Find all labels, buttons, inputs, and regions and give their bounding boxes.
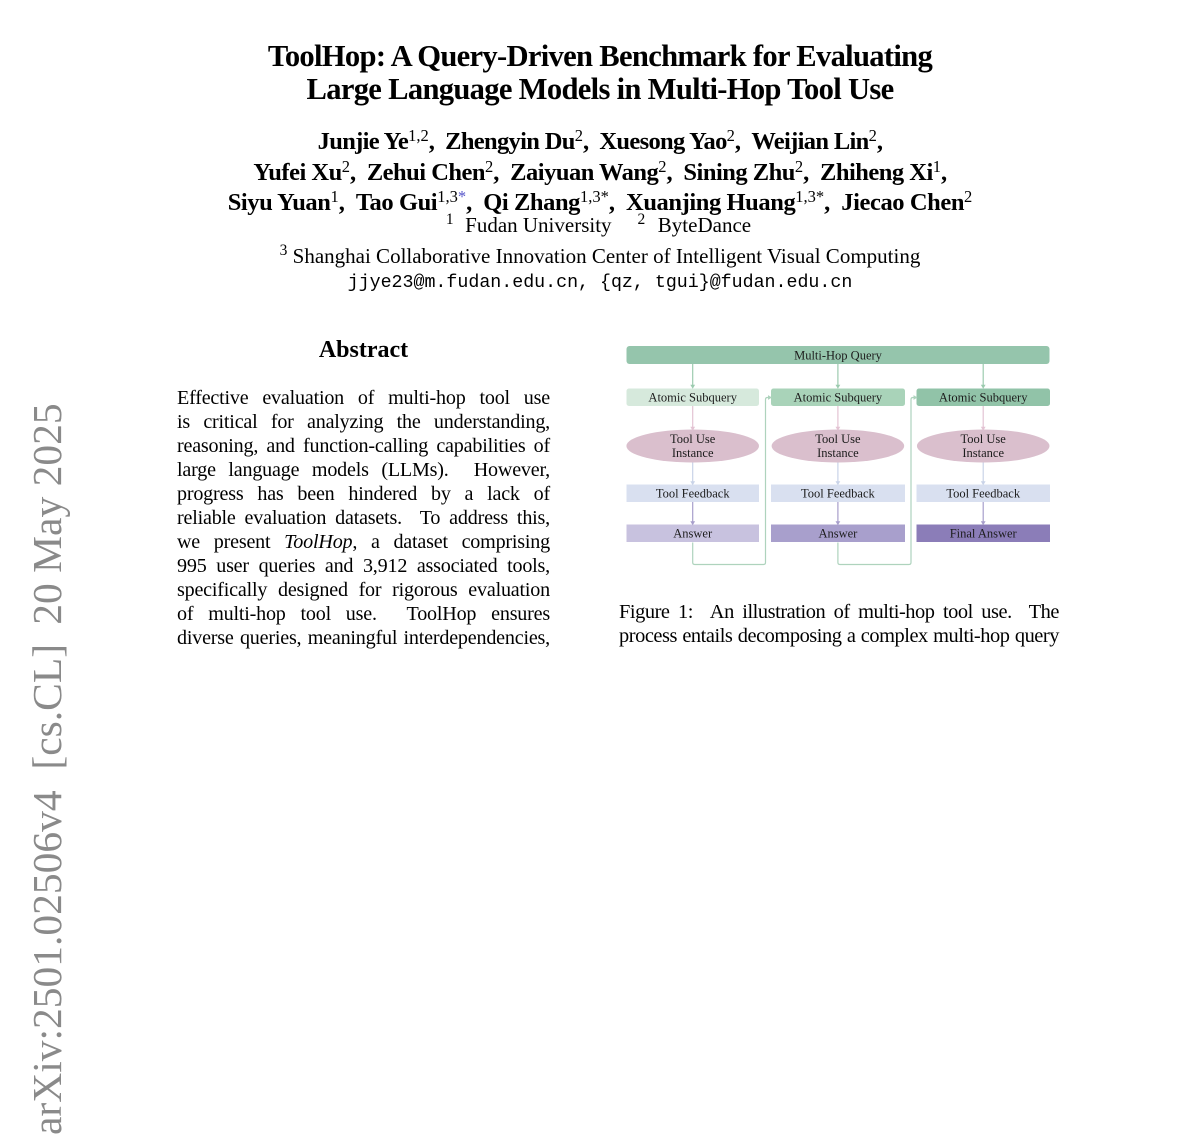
svg-text:Tool Feedback: Tool Feedback	[946, 487, 1021, 501]
svg-text:Atomic Subquery: Atomic Subquery	[648, 391, 737, 405]
svg-text:Answer: Answer	[673, 527, 713, 541]
svg-text:Atomic Subquery: Atomic Subquery	[794, 391, 883, 405]
svg-text:Tool Feedback: Tool Feedback	[656, 487, 731, 501]
svg-text:Final Answer: Final Answer	[950, 527, 1018, 541]
svg-text:Instance: Instance	[817, 446, 859, 460]
svg-text:Tool Use: Tool Use	[961, 432, 1007, 446]
svg-text:Tool Use: Tool Use	[815, 432, 861, 446]
svg-text:Answer: Answer	[818, 527, 858, 541]
svg-text:Instance: Instance	[672, 446, 714, 460]
svg-text:Tool Use: Tool Use	[670, 432, 716, 446]
svg-text:Multi-Hop Query: Multi-Hop Query	[794, 349, 883, 363]
svg-text:Tool Feedback: Tool Feedback	[801, 487, 876, 501]
svg-text:Instance: Instance	[962, 446, 1004, 460]
svg-text:Atomic Subquery: Atomic Subquery	[939, 391, 1028, 405]
